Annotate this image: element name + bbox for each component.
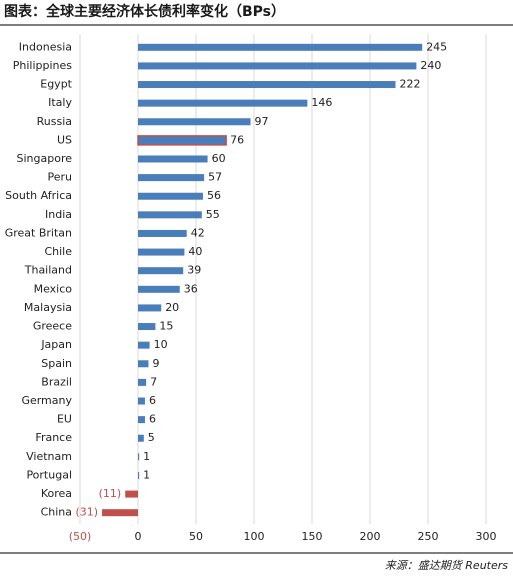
x-tick-label: 150	[302, 530, 323, 543]
y-tick-label: China	[41, 506, 72, 519]
bar	[138, 155, 208, 163]
value-label: 1	[143, 468, 150, 481]
value-label: 57	[208, 171, 222, 184]
value-label: 39	[187, 264, 201, 277]
source: 来源：盛达期货 Reuters	[385, 559, 508, 572]
value-label: 20	[165, 301, 179, 314]
bar	[138, 378, 147, 386]
y-tick-label: Greece	[33, 320, 72, 333]
y-tick-label: India	[45, 208, 72, 221]
x-tick-label: 250	[418, 530, 439, 543]
y-tick-label: France	[35, 431, 72, 444]
value-label: 1	[143, 450, 150, 463]
value-label: 240	[420, 59, 441, 72]
y-tick-label: Mexico	[34, 282, 73, 295]
value-label: 10	[154, 338, 168, 351]
y-tick-label: Japan	[40, 338, 72, 351]
y-tick-label: Spain	[41, 357, 72, 370]
bar	[138, 43, 423, 51]
bar	[137, 135, 227, 146]
value-label: 36	[184, 282, 198, 295]
bar	[138, 248, 185, 256]
bar	[138, 471, 140, 479]
y-tick-label: EU	[57, 413, 72, 426]
x-tick-label: 0	[135, 530, 142, 543]
y-tick-label: Egypt	[40, 78, 72, 91]
bar	[138, 434, 144, 442]
x-tick-label: 100	[244, 530, 265, 543]
y-tick-label: Malaysia	[24, 301, 72, 314]
bar	[138, 118, 251, 126]
x-tick-label: 50	[189, 530, 203, 543]
x-tick-label: (50)	[69, 530, 92, 543]
chart-title: 图表：全球主要经济体长债利率变化（BPs）	[4, 3, 285, 20]
bar	[138, 397, 145, 405]
value-label: 6	[149, 394, 156, 407]
bar	[138, 304, 162, 312]
value-label: 146	[311, 96, 332, 109]
y-tick-label: Indonesia	[19, 40, 72, 53]
y-tick-label: Russia	[37, 115, 72, 128]
value-label: 5	[148, 431, 155, 444]
bar	[138, 99, 308, 107]
value-label: (31)	[75, 506, 98, 519]
bar	[138, 416, 145, 424]
y-tick-label: Brazil	[41, 375, 72, 388]
value-label: 40	[188, 245, 202, 258]
bar	[138, 267, 184, 275]
value-label: 7	[150, 375, 157, 388]
value-label: 56	[207, 189, 221, 202]
value-label: 55	[206, 208, 220, 221]
y-tick-label: Italy	[48, 96, 72, 109]
y-tick-label: Korea	[41, 487, 72, 500]
bar	[138, 360, 149, 368]
bar	[125, 490, 138, 498]
y-tick-label: Vietnam	[26, 450, 72, 463]
y-tick-label: South Africa	[5, 189, 72, 202]
y-tick-label: Singapore	[17, 152, 73, 165]
value-label: 222	[400, 78, 421, 91]
y-tick-label: Portugal	[26, 468, 72, 481]
bar	[138, 285, 180, 293]
y-tick-label: Thailand	[24, 264, 72, 277]
y-tick-label: Germany	[21, 394, 72, 407]
x-tick-label: 300	[476, 530, 497, 543]
y-tick-label: US	[57, 133, 72, 146]
y-tick-label: Philippines	[13, 59, 73, 72]
y-tick-label: Chile	[44, 245, 72, 258]
value-label: 97	[255, 115, 269, 128]
value-label: 15	[159, 320, 173, 333]
bar	[138, 62, 417, 70]
bar	[138, 192, 203, 200]
value-label: (11)	[99, 487, 122, 500]
value-label: 76	[230, 133, 244, 146]
value-label: 9	[152, 357, 159, 370]
bar	[102, 509, 138, 517]
y-tick-label: Peru	[47, 171, 72, 184]
bar	[138, 453, 140, 461]
bar	[138, 81, 396, 89]
value-label: 245	[426, 40, 447, 53]
bar	[138, 211, 202, 219]
bar	[138, 229, 187, 237]
x-tick-label: 200	[360, 530, 381, 543]
y-tick-label: Great Britan	[5, 226, 72, 239]
bar	[138, 341, 150, 349]
value-label: 6	[149, 413, 156, 426]
bar	[138, 174, 205, 182]
bar	[138, 323, 156, 331]
value-label: 60	[212, 152, 226, 165]
value-label: 42	[191, 226, 205, 239]
